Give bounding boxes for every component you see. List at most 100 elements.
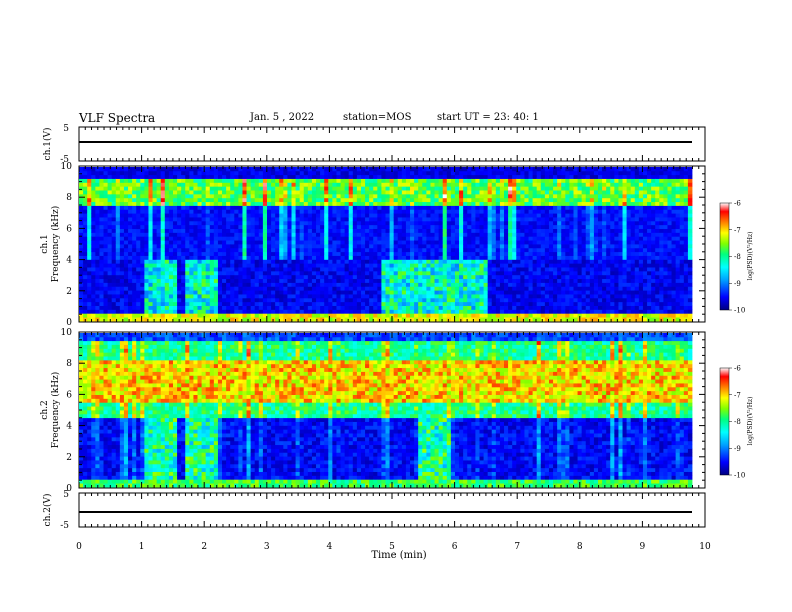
spectrogram-cell xyxy=(557,317,562,322)
spectrogram-cell xyxy=(316,251,321,256)
spectrogram-cell xyxy=(401,228,407,233)
spectrogram-cell xyxy=(475,267,480,272)
spectrogram-cell xyxy=(561,274,566,280)
spectrogram-cell xyxy=(532,232,538,237)
spectrogram-cell xyxy=(168,209,174,214)
spectrogram-cell xyxy=(279,182,284,187)
spectrogram-cell xyxy=(344,190,350,195)
spectrogram-cell xyxy=(258,178,264,183)
spectrogram-cell xyxy=(393,174,399,179)
spectrogram-cell xyxy=(79,220,84,226)
spectrogram-cell xyxy=(193,278,198,283)
spectrogram-cell xyxy=(332,167,337,172)
spectrogram-cell xyxy=(250,205,256,210)
spectrogram-cell xyxy=(271,274,276,280)
spectrogram-cell xyxy=(79,282,84,287)
spectrogram-cell xyxy=(520,247,525,253)
spectrogram-cell xyxy=(79,301,84,306)
spectrogram-cell xyxy=(475,290,480,295)
spectrogram-cell xyxy=(189,174,194,179)
spectrogram-cell xyxy=(340,174,346,179)
spectrogram-cell xyxy=(438,294,444,299)
spectrogram-cell xyxy=(201,240,207,245)
spectrogram-cell xyxy=(491,313,497,318)
spectrogram-cell xyxy=(242,270,247,276)
spectrogram-cell xyxy=(136,270,141,276)
spectrogram-cell xyxy=(164,267,170,272)
spectrogram-cell xyxy=(414,301,419,306)
spectrogram-cell xyxy=(287,305,292,310)
spectrogram-cell xyxy=(320,228,325,233)
spectrogram-cell xyxy=(369,236,374,241)
spectrogram-cell xyxy=(95,197,100,203)
spectrogram-cell xyxy=(279,263,284,268)
spectrogram-cell xyxy=(573,182,578,187)
spectrogram-cell xyxy=(136,305,141,310)
spectrogram-cell xyxy=(426,309,431,314)
spectrogram-cell xyxy=(316,197,321,203)
spectrogram-cell xyxy=(499,301,505,306)
spectrogram-cell xyxy=(254,213,260,218)
spectrogram-cell xyxy=(140,232,145,237)
spectrogram-cell xyxy=(91,167,96,172)
spectrogram-cell xyxy=(115,232,121,237)
spectrogram-cell xyxy=(91,282,96,287)
spectrogram-cell xyxy=(332,278,337,283)
spectrogram-cell xyxy=(512,263,517,268)
spectrogram-cell xyxy=(565,228,570,233)
spectrogram-cell xyxy=(397,309,403,314)
spectrogram-cell xyxy=(495,290,501,295)
spectrogram-cell xyxy=(111,317,117,322)
spectrogram-cell xyxy=(168,251,174,256)
spectrogram-cell xyxy=(393,213,399,218)
spectrogram-cell xyxy=(479,197,484,203)
spectrogram-cell xyxy=(271,236,276,241)
spectrogram-cell xyxy=(365,224,370,229)
spectrogram-cell xyxy=(442,178,448,183)
spectrogram-cell xyxy=(438,174,444,179)
spectrogram-cell xyxy=(553,224,558,229)
spectrogram-cell xyxy=(87,182,92,187)
spectrogram-cell xyxy=(123,309,129,314)
spectrogram-cell xyxy=(512,278,517,283)
spectrogram-cell xyxy=(422,197,427,203)
spectrogram-cell xyxy=(287,274,292,280)
spectrogram-cell xyxy=(283,205,288,210)
spectrogram-cell xyxy=(430,278,435,283)
spectrogram-cell xyxy=(119,278,125,283)
spectrogram-cell xyxy=(471,224,476,229)
spectrogram-cell xyxy=(426,197,431,203)
spectrogram-cell xyxy=(369,259,374,264)
spectrogram-cell xyxy=(177,270,182,276)
spectrogram-cell xyxy=(487,240,493,245)
spectrogram-cell xyxy=(528,232,534,237)
spectrogram-cell xyxy=(279,290,284,295)
spectrogram-cell xyxy=(152,213,158,218)
spectrogram-cell xyxy=(393,313,399,318)
spectrogram-cell xyxy=(548,259,554,264)
spectrogram-cell xyxy=(156,197,162,203)
spectrogram-cell xyxy=(471,282,476,287)
spectrogram-cell xyxy=(132,290,137,295)
spectrogram-cell xyxy=(471,247,476,253)
spectrogram-cell xyxy=(144,220,149,226)
spectrogram-cell xyxy=(524,309,529,314)
spectrogram-cell xyxy=(242,228,247,233)
spectrogram-cell xyxy=(205,224,211,229)
spectrogram-cell xyxy=(336,259,341,264)
spectrogram-cell xyxy=(544,263,550,268)
spectrogram-cell xyxy=(303,217,309,222)
spectrogram-cell xyxy=(295,259,301,264)
spectrogram-cell xyxy=(475,228,480,233)
spectrogram-cell xyxy=(115,186,121,191)
spectrogram-cell xyxy=(213,278,219,283)
spectrogram-cell xyxy=(320,217,325,222)
spectrogram-cell xyxy=(160,309,166,314)
spectrogram-cell xyxy=(79,309,84,314)
spectrogram-cell xyxy=(328,255,333,260)
spectrogram-cell xyxy=(450,193,456,199)
spectrogram-cell xyxy=(356,167,362,172)
spectrogram-cell xyxy=(557,167,562,172)
spectrogram-cell xyxy=(209,297,215,303)
spectrogram-cell xyxy=(397,251,403,256)
